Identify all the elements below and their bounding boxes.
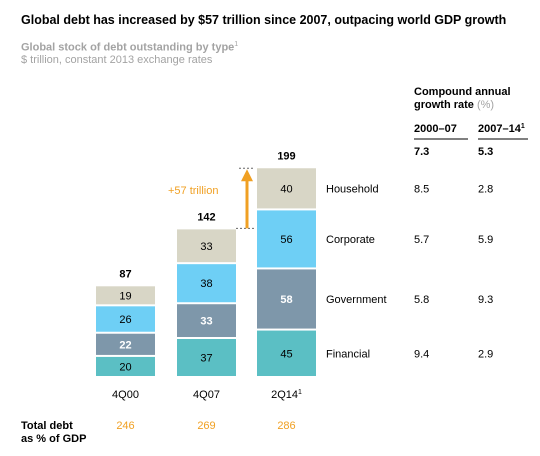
growth-annotation: +57 trillion xyxy=(168,185,218,197)
growth-rate-household-1: 2.8 xyxy=(478,183,493,195)
growth-table-column-2007-14: 2007–141 xyxy=(478,123,525,135)
bar-corporate-4q00 xyxy=(96,306,155,332)
growth-table-unit: (%) xyxy=(477,99,494,111)
gdp-value-4q00: 246 xyxy=(116,420,134,432)
gdp-value-2q14: 286 xyxy=(277,420,295,432)
gdp-row-label-line1: Total debt xyxy=(21,420,73,432)
bar-government-4q00 xyxy=(96,333,155,355)
data-label-household-4q07: 33 xyxy=(200,241,212,253)
x-tick-footnote-mark: 1 xyxy=(298,389,302,396)
growth-arrow-head xyxy=(241,169,253,182)
data-label-government-2q14: 58 xyxy=(280,294,292,306)
growth-table-header: Compound annual xyxy=(414,86,511,98)
growth-rate-corporate-1: 5.9 xyxy=(478,234,493,246)
growth-rate-household-0: 8.5 xyxy=(414,183,429,195)
data-label-corporate-4q07: 38 xyxy=(200,278,212,290)
data-label-financial-4q07: 37 xyxy=(200,353,212,365)
growth-rate-financial-0: 9.4 xyxy=(414,348,429,360)
growth-table-header-line2: growth rate (%) xyxy=(414,99,494,111)
data-label-household-2q14: 40 xyxy=(280,183,292,195)
x-tick-label-2q14: 2Q141 xyxy=(271,389,302,401)
growth-rate-corporate-0: 5.7 xyxy=(414,234,429,246)
column-footnote-mark: 1 xyxy=(521,123,525,130)
chart-title: Global debt has increased by $57 trillio… xyxy=(21,13,507,27)
data-label-government-4q00: 22 xyxy=(119,339,131,351)
growth-table-total-2007-14: 5.3 xyxy=(478,146,493,158)
bar-financial-2q14 xyxy=(257,330,316,376)
data-label-financial-2q14: 45 xyxy=(280,348,292,360)
series-label-household: Household xyxy=(326,183,379,195)
subtitle-text: Global stock of debt outstanding by type xyxy=(21,41,235,54)
bar-corporate-4q07 xyxy=(177,264,236,303)
bar-household-2q14 xyxy=(257,168,316,209)
gdp-row-label-line2: as % of GDP xyxy=(21,433,86,445)
growth-table-total-2000-07: 7.3 xyxy=(414,146,429,158)
gdp-value-4q07: 269 xyxy=(197,420,215,432)
series-label-financial: Financial xyxy=(326,348,370,360)
bar-government-4q07 xyxy=(177,304,236,338)
series-label-government: Government xyxy=(326,294,387,306)
data-label-government-4q07: 33 xyxy=(200,316,212,328)
bar-household-4q00 xyxy=(96,286,155,305)
subtitle-footnote-mark: 1 xyxy=(234,41,239,48)
growth-table-column-2000-07: 2000–07 xyxy=(414,123,457,135)
x-tick-label-4q00: 4Q00 xyxy=(112,389,139,401)
unit-note: $ trillion, constant 2013 exchange rates xyxy=(21,54,213,66)
x-tick-label-4q07: 4Q07 xyxy=(193,389,220,401)
total-label-2q14: 199 xyxy=(277,150,295,162)
data-label-financial-4q00: 20 xyxy=(119,361,131,373)
data-label-corporate-2q14: 56 xyxy=(280,234,292,246)
growth-rate-government-1: 9.3 xyxy=(478,294,493,306)
data-label-corporate-4q00: 26 xyxy=(119,314,131,326)
bar-financial-4q00 xyxy=(96,356,155,376)
total-label-4q00: 87 xyxy=(119,268,131,280)
bar-financial-4q07 xyxy=(177,339,236,376)
data-label-household-4q00: 19 xyxy=(119,290,131,302)
bar-corporate-2q14 xyxy=(257,210,316,268)
growth-rate-financial-1: 2.9 xyxy=(478,348,493,360)
growth-rate-government-0: 5.8 xyxy=(414,294,429,306)
series-label-corporate: Corporate xyxy=(326,234,375,246)
total-label-4q07: 142 xyxy=(197,211,215,223)
bar-government-2q14 xyxy=(257,269,316,329)
bar-household-4q07 xyxy=(177,229,236,263)
chart-subtitle: Global stock of debt outstanding by type… xyxy=(21,41,238,54)
